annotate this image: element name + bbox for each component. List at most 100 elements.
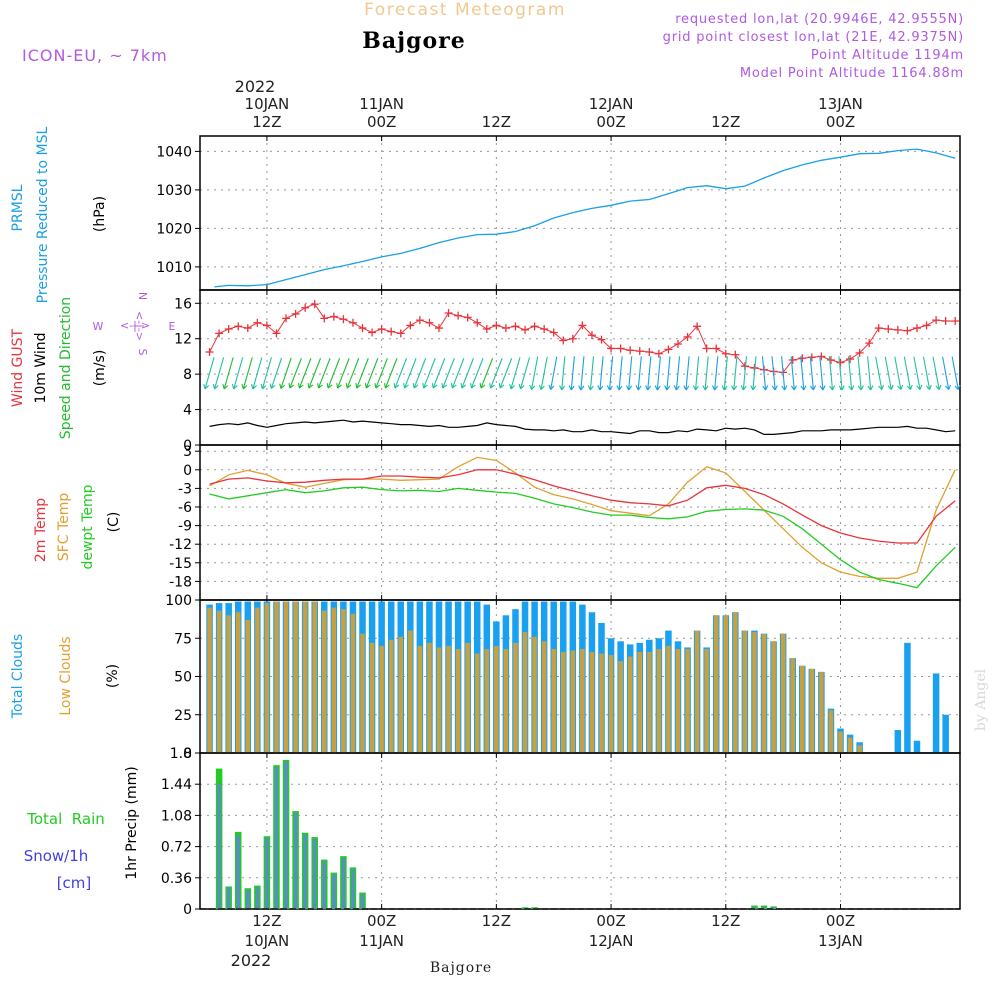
y-tick-label: 0.72 xyxy=(161,840,192,856)
wind-dir-head xyxy=(740,385,747,391)
low-cloud-bar xyxy=(637,652,642,753)
gust-point xyxy=(272,329,281,338)
low-cloud-bar xyxy=(819,671,824,753)
wind-dir-arrow xyxy=(242,357,253,390)
low-cloud-bar xyxy=(647,652,652,753)
wind-dir-head xyxy=(625,385,633,391)
snow-bar xyxy=(322,861,327,909)
wind-dir-arrow xyxy=(550,356,558,390)
wind-dir-arrow xyxy=(723,356,728,391)
wind-dir-head xyxy=(616,385,623,391)
wind-dir-arrow xyxy=(317,358,331,389)
gust-point xyxy=(425,318,434,327)
gust-point xyxy=(530,322,539,331)
wind-dir-arrow xyxy=(847,356,853,391)
panel-1: 0 4 8 12 16 xyxy=(174,289,961,454)
chart-title: Forecast Meteogram xyxy=(364,0,566,20)
snow-bar xyxy=(752,907,757,909)
wind-dir-head xyxy=(906,384,913,390)
low-cloud-bar xyxy=(513,642,518,753)
wind-dir-head xyxy=(721,385,728,391)
low-cloud-bar xyxy=(379,645,384,753)
y-tick-label: 3 xyxy=(183,444,192,460)
bottom-day-label: 12JAN xyxy=(589,932,634,950)
wind-dir-head xyxy=(279,383,286,389)
wind-dir-arrow xyxy=(270,357,283,389)
wind-dir-arrow xyxy=(771,356,776,391)
wind-dir-head xyxy=(867,385,874,391)
wind-dir-arrow xyxy=(580,356,585,391)
low-cloud-bar xyxy=(465,642,470,753)
low-cloud-bar xyxy=(761,633,767,753)
wind-dir-arrow xyxy=(499,358,513,389)
wind-dir-head xyxy=(711,385,719,391)
low-cloud-bar xyxy=(580,648,585,753)
wind-dir-head xyxy=(935,384,942,390)
compass-arrows-h: <-|-> xyxy=(120,319,150,332)
wind-dir-arrow xyxy=(261,357,272,390)
gust-point xyxy=(253,318,262,327)
wind-dir-arrow xyxy=(470,358,484,389)
gust-point xyxy=(597,335,606,344)
wind-dir-head xyxy=(222,383,229,390)
low-cloud-bar xyxy=(589,652,595,753)
low-cloud-bar xyxy=(733,612,738,753)
top-day-label: 13JAN xyxy=(818,95,863,113)
wind-dir-head xyxy=(498,383,505,389)
snow-bar xyxy=(360,894,365,909)
low-cloud-bar xyxy=(283,601,289,753)
snow-bar xyxy=(274,766,279,909)
low-cloud-bar xyxy=(350,613,356,753)
wind-dir-head xyxy=(460,383,467,389)
wind-dir-arrow xyxy=(704,356,709,391)
low-cloud-bar xyxy=(474,653,480,753)
y-tick-label: -18 xyxy=(169,574,192,590)
low-cloud-bar xyxy=(369,642,375,753)
top-hour-label: 00Z xyxy=(596,113,625,131)
gust-point xyxy=(932,316,941,325)
wind-dir-arrow xyxy=(461,358,474,389)
gust-point xyxy=(329,312,338,321)
wind-dir-arrow xyxy=(365,358,379,389)
wind-dir-head xyxy=(384,383,390,389)
wind-dir-head xyxy=(470,383,476,389)
low-cloud-bar xyxy=(694,630,700,753)
gust-point xyxy=(396,329,405,338)
gust-point xyxy=(826,355,835,364)
wind-dir-head xyxy=(750,385,757,391)
gust-point xyxy=(320,314,329,323)
gust-point xyxy=(282,314,291,323)
wind-dir-arrow xyxy=(894,356,902,390)
wind-dir-head xyxy=(326,383,333,389)
gust-point xyxy=(922,321,931,330)
label-sfc-temp: SFC Temp xyxy=(56,493,72,562)
panel-4: 0 0.36 0.72 1.08 1.44 1.8 xyxy=(161,746,961,918)
wind-dir-arrow xyxy=(561,356,566,391)
year-top: 2022 xyxy=(235,77,276,96)
bottom-day-label: 13JAN xyxy=(818,932,863,950)
low-cloud-bar xyxy=(532,636,537,753)
label-total-rain: Total Rain xyxy=(26,810,105,828)
label-10m-wind: 10m Wind xyxy=(33,332,49,403)
wind-dir-arrow xyxy=(346,358,360,389)
low-cloud-bar xyxy=(427,642,432,753)
wind-dir-arrow xyxy=(685,356,690,391)
y-tick-label: 1020 xyxy=(156,221,192,237)
gust-point xyxy=(865,339,874,348)
snow-bar xyxy=(293,812,298,909)
wind-dir-arrow xyxy=(404,358,417,389)
gust-point xyxy=(731,350,740,359)
low-cloud-bar xyxy=(713,615,719,753)
low-cloud-bar xyxy=(216,610,222,753)
gust-point xyxy=(454,311,463,320)
label-celsius: (C) xyxy=(106,512,122,533)
wind-dir-arrow xyxy=(451,358,465,389)
total-cloud-bar xyxy=(942,714,949,753)
low-cloud-bar xyxy=(312,601,317,753)
top-hour-label: 00Z xyxy=(826,113,855,131)
wind-dir-arrow xyxy=(540,356,548,390)
compass-east: E xyxy=(169,320,176,333)
wind-dir-arrow xyxy=(951,356,959,390)
snow-bar xyxy=(236,835,240,909)
y-tick-label: 0 xyxy=(183,902,192,918)
